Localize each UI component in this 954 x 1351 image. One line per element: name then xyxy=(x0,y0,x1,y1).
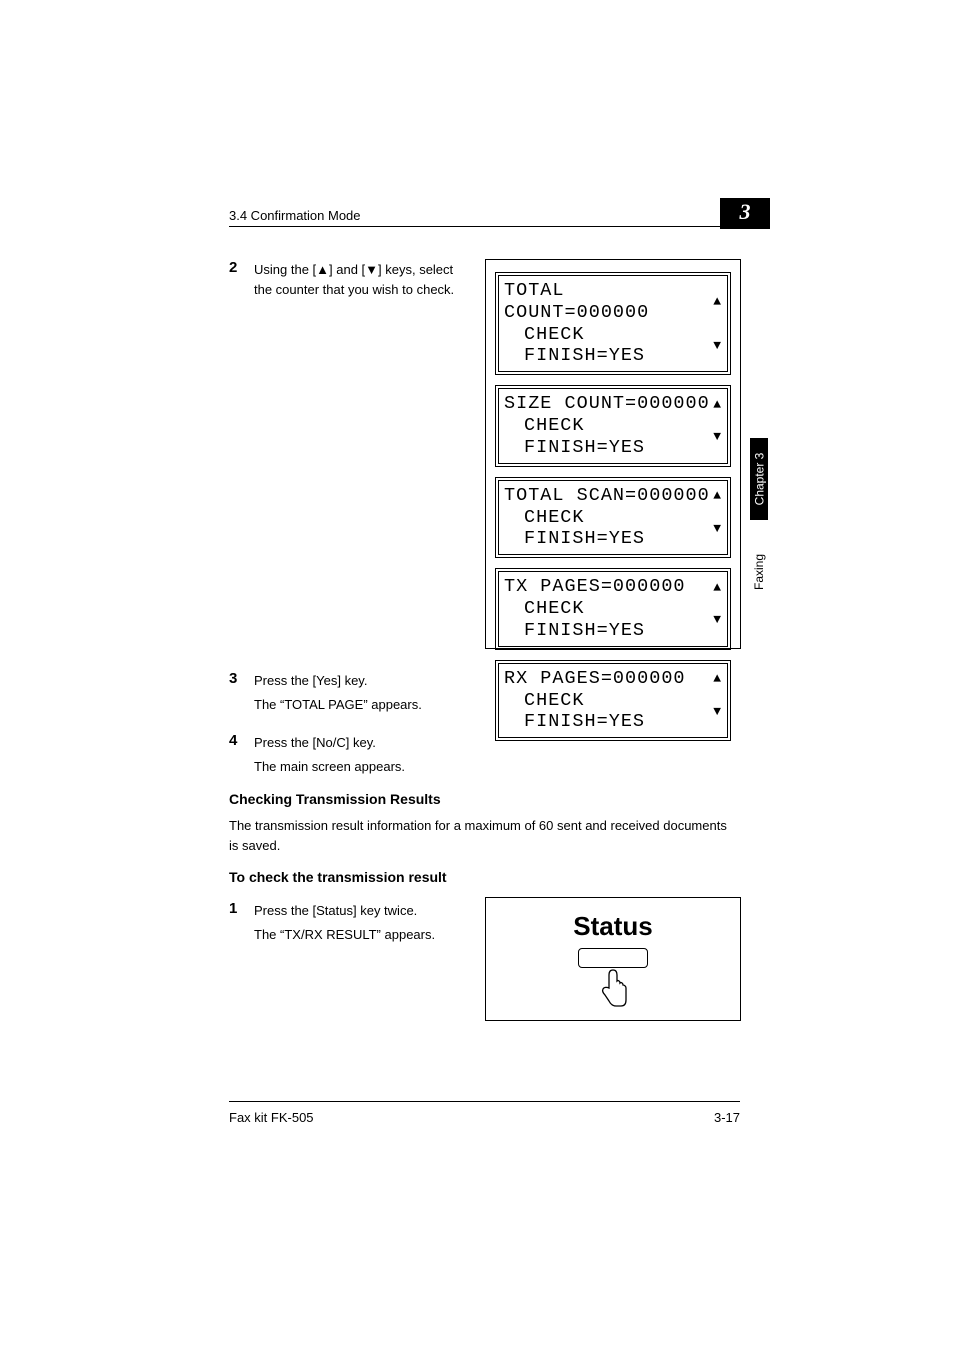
lcd-line: CHECK FINISH=YES xyxy=(504,415,713,459)
down-arrow-icon: ▼ xyxy=(713,612,722,627)
footer-page-number: 3-17 xyxy=(714,1110,740,1125)
step-4-number: 4 xyxy=(229,732,237,749)
up-arrow-icon: ▲ xyxy=(713,488,722,503)
lcd-line: CHECK FINISH=YES xyxy=(504,690,713,734)
footer-rule xyxy=(229,1101,740,1102)
chapter-underline xyxy=(720,227,770,229)
status-button-icon xyxy=(578,948,648,968)
lcd-line: TOTAL COUNT=000000 xyxy=(504,280,713,324)
status-label: Status xyxy=(573,911,652,942)
step-1b-text: Press the [Status] key twice. xyxy=(254,901,417,921)
up-arrow-icon: ▲ xyxy=(713,671,722,686)
step-3-text: Press the [Yes] key. xyxy=(254,671,367,691)
header-rule xyxy=(229,226,740,227)
lcd-line: RX PAGES=000000 xyxy=(504,668,686,690)
heading-checking-results: Checking Transmission Results xyxy=(229,791,441,807)
finger-press-icon xyxy=(595,968,631,1008)
lcd-line: CHECK FINISH=YES xyxy=(504,324,713,368)
step-4-result: The main screen appears. xyxy=(254,757,405,777)
up-arrow-icon: ▲ xyxy=(713,294,722,309)
down-arrow-icon: ▼ xyxy=(713,338,722,353)
up-arrow-icon: ▲ xyxy=(713,397,722,412)
step-3-number: 3 xyxy=(229,670,237,687)
section-header: 3.4 Confirmation Mode xyxy=(229,208,361,223)
lcd-line: TX PAGES=000000 xyxy=(504,576,686,598)
chapter-number: 3 xyxy=(740,199,751,227)
heading-to-check: To check the transmission result xyxy=(229,869,447,885)
lcd-box-total-scan: TOTAL SCAN=000000▲ CHECK FINISH=YES▼ xyxy=(498,480,728,555)
down-arrow-icon: ▼ xyxy=(713,429,722,444)
footer-product: Fax kit FK-505 xyxy=(229,1110,314,1125)
lcd-box-rx-pages: RX PAGES=000000 ▲ CHECK FINISH=YES▼ xyxy=(498,663,728,738)
lcd-line: CHECK FINISH=YES xyxy=(504,598,713,642)
lcd-line: CHECK FINISH=YES xyxy=(504,507,713,551)
side-tab-section: Faxing xyxy=(750,542,768,602)
lcd-line: SIZE COUNT=000000 xyxy=(504,393,710,415)
step-2-text: Using the [▲] and [▼] keys, select the c… xyxy=(254,260,474,299)
status-key-illustration: Status xyxy=(485,897,741,1021)
side-tab-section-label: Faxing xyxy=(752,554,766,590)
step-2-number: 2 xyxy=(229,259,237,276)
lcd-box-size-count: SIZE COUNT=000000▲ CHECK FINISH=YES▼ xyxy=(498,388,728,463)
lcd-box-tx-pages: TX PAGES=000000 ▲ CHECK FINISH=YES▼ xyxy=(498,571,728,646)
lcd-display-group: TOTAL COUNT=000000▲ CHECK FINISH=YES▼ SI… xyxy=(485,259,741,649)
paragraph-max-docs: The transmission result information for … xyxy=(229,816,739,855)
chapter-number-box: 3 xyxy=(720,198,770,227)
down-arrow-icon: ▼ xyxy=(713,521,722,536)
lcd-line: TOTAL SCAN=000000 xyxy=(504,485,710,507)
side-tab-chapter: Chapter 3 xyxy=(750,438,768,520)
lcd-box-total-count: TOTAL COUNT=000000▲ CHECK FINISH=YES▼ xyxy=(498,275,728,372)
up-arrow-icon: ▲ xyxy=(713,580,722,595)
down-arrow-icon: ▼ xyxy=(713,704,722,719)
step-1b-number: 1 xyxy=(229,900,237,917)
page: 3.4 Confirmation Mode 3 Chapter 3 Faxing… xyxy=(0,0,954,1351)
step-4-text: Press the [No/C] key. xyxy=(254,733,376,753)
step-1b-result: The “TX/RX RESULT” appears. xyxy=(254,925,435,945)
side-tab-chapter-label: Chapter 3 xyxy=(752,453,766,506)
step-3-result: The “TOTAL PAGE” appears. xyxy=(254,695,422,715)
